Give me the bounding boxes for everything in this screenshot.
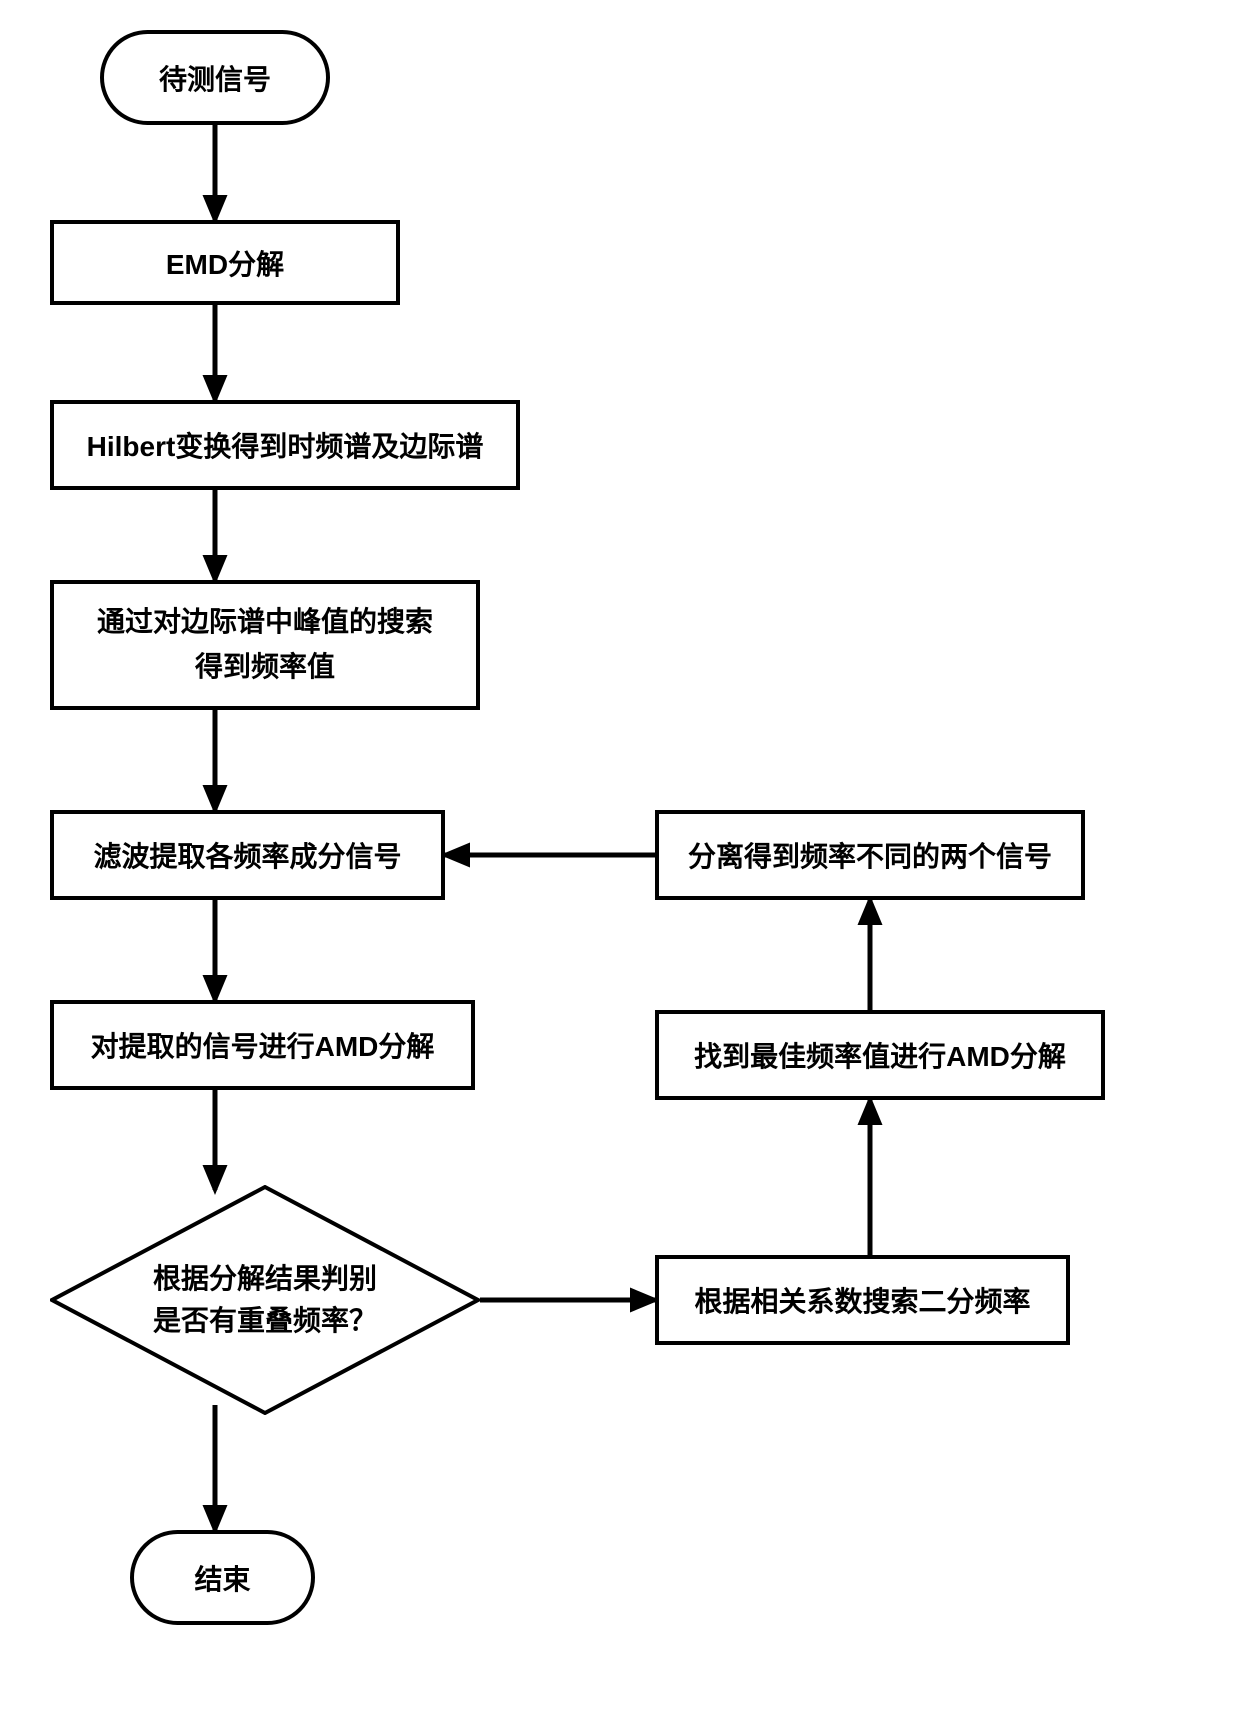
start-label: 待测信号 [159,58,271,98]
filter-process: 滤波提取各频率成分信号 [50,810,445,900]
end-terminator: 结束 [130,1530,315,1625]
bestfreq-process: 找到最佳频率值进行AMD分解 [655,1010,1105,1100]
emd-process: EMD分解 [50,220,400,305]
start-terminator: 待测信号 [100,30,330,125]
search-label: 通过对边际谱中峰值的搜索得到频率值 [97,600,433,690]
separate-label: 分离得到频率不同的两个信号 [688,835,1052,875]
flowchart-container: 待测信号 EMD分解 Hilbert变换得到时频谱及边际谱 通过对边际谱中峰值的… [0,0,1240,1731]
hilbert-label: Hilbert变换得到时频谱及边际谱 [87,425,484,465]
hilbert-process: Hilbert变换得到时频谱及边际谱 [50,400,520,490]
decision-label: 根据分解结果判别是否有重叠频率？ [153,1258,377,1342]
filter-label: 滤波提取各频率成分信号 [93,835,401,875]
amd-label: 对提取的信号进行AMD分解 [91,1025,435,1065]
search-process: 通过对边际谱中峰值的搜索得到频率值 [50,580,480,710]
end-label: 结束 [194,1558,250,1598]
emd-label: EMD分解 [166,243,284,283]
corr-label: 根据相关系数搜索二分频率 [694,1280,1030,1320]
separate-process: 分离得到频率不同的两个信号 [655,810,1085,900]
corr-process: 根据相关系数搜索二分频率 [655,1255,1070,1345]
decision-node: 根据分解结果判别是否有重叠频率？ [50,1185,480,1415]
amd-process: 对提取的信号进行AMD分解 [50,1000,475,1090]
bestfreq-label: 找到最佳频率值进行AMD分解 [694,1035,1066,1075]
